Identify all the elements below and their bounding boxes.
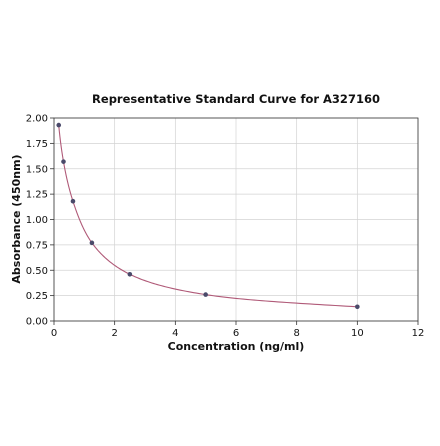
y-axis-ticks: 0.00 0.25 0.50 0.75 1.00 1.25 1.50 1.75 2.00 [26,114,54,328]
y-axis-label: Absorbance (450nm) [10,154,23,283]
x-axis-label: Concentration (ng/ml) [168,340,305,353]
x-tick-label: 12 [412,328,425,339]
data-point [70,198,76,204]
x-tick-label: 10 [351,328,364,339]
data-point [127,272,133,277]
y-tick-label: 0.50 [26,266,48,277]
x-axis-ticks: 0 2 4 6 8 10 12 [51,321,425,339]
y-tick-label: 1.25 [26,190,48,201]
x-tick-label: 8 [293,328,299,339]
x-tick-label: 6 [233,328,239,339]
y-tick-label: 0.25 [26,291,48,302]
y-tick-label: 0.00 [26,317,48,328]
y-tick-label: 1.50 [26,164,48,175]
data-point [61,159,66,164]
fit-curve [58,125,358,308]
x-tick-label: 0 [51,328,57,339]
fit-curve-group [58,125,358,308]
data-point [203,292,208,297]
data-points [56,122,360,310]
data-point [355,304,360,310]
x-tick-label: 2 [111,328,117,339]
grid-lines [53,117,419,322]
x-tick-label: 4 [172,328,178,339]
y-tick-label: 2.00 [26,114,48,125]
y-tick-label: 1.75 [26,139,48,150]
y-tick-label: 1.00 [26,215,48,226]
data-point [56,122,62,128]
data-point [89,240,95,246]
y-tick-label: 0.75 [26,240,48,251]
chart-title: Representative Standard Curve for A32716… [92,92,380,106]
